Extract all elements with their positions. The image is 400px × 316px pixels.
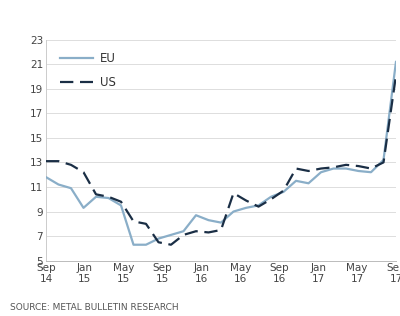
- Text: FERRO-VANADIUM (70-80%) PRICES, $/LB: FERRO-VANADIUM (70-80%) PRICES, $/LB: [10, 15, 319, 28]
- Legend: EU, US: EU, US: [56, 48, 121, 94]
- Text: SOURCE: METAL BULLETIN RESEARCH: SOURCE: METAL BULLETIN RESEARCH: [10, 303, 179, 312]
